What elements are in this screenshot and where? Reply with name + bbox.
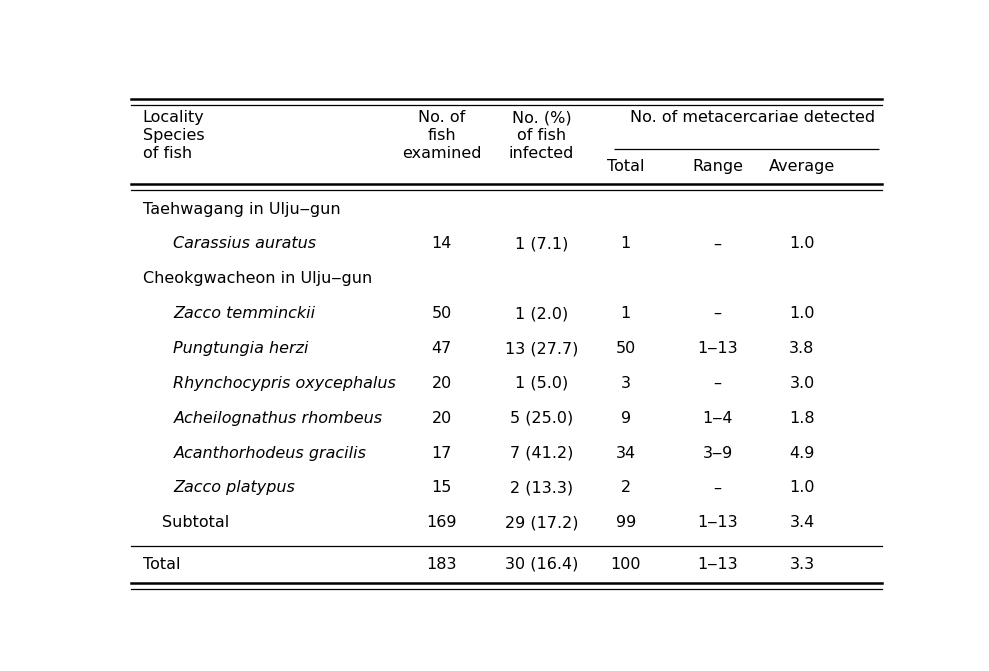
Text: infected: infected — [508, 146, 574, 162]
Text: 3: 3 — [621, 376, 631, 391]
Text: Acanthorhodeus gracilis: Acanthorhodeus gracilis — [173, 446, 367, 460]
Text: 9: 9 — [621, 411, 631, 426]
Text: 1‒13: 1‒13 — [697, 341, 738, 356]
Text: Acheilognathus rhombeus: Acheilognathus rhombeus — [173, 411, 383, 426]
Text: Taehwagang in Ulju‒gun: Taehwagang in Ulju‒gun — [142, 201, 340, 217]
Text: 20: 20 — [431, 411, 452, 426]
Text: 1 (2.0): 1 (2.0) — [514, 306, 568, 321]
Text: 1‒13: 1‒13 — [697, 515, 738, 530]
Text: No. of metacercariae detected: No. of metacercariae detected — [630, 110, 874, 125]
Text: 2: 2 — [621, 480, 631, 495]
Text: 1: 1 — [620, 236, 631, 252]
Text: Zacco platypus: Zacco platypus — [173, 480, 296, 495]
Text: 20: 20 — [431, 376, 452, 391]
Text: 7 (41.2): 7 (41.2) — [509, 446, 573, 460]
Text: Species: Species — [142, 128, 205, 144]
Text: 50: 50 — [431, 306, 452, 321]
Text: 1‒4: 1‒4 — [702, 411, 733, 426]
Text: No. (%): No. (%) — [511, 110, 572, 125]
Text: Zacco temminckii: Zacco temminckii — [173, 306, 315, 321]
Text: 3.0: 3.0 — [789, 376, 815, 391]
Text: 99: 99 — [615, 515, 636, 530]
Text: 1.0: 1.0 — [789, 480, 815, 495]
Text: –: – — [714, 306, 722, 321]
Text: 34: 34 — [615, 446, 636, 460]
Text: Total: Total — [142, 557, 180, 572]
Text: 3‒9: 3‒9 — [702, 446, 733, 460]
Text: 4.9: 4.9 — [789, 446, 815, 460]
Text: 100: 100 — [610, 557, 641, 572]
Text: 15: 15 — [431, 480, 452, 495]
Text: Subtotal: Subtotal — [162, 515, 229, 530]
Text: –: – — [714, 480, 722, 495]
Text: 3.8: 3.8 — [789, 341, 815, 356]
Text: 2 (13.3): 2 (13.3) — [509, 480, 573, 495]
Text: 1 (7.1): 1 (7.1) — [514, 236, 568, 252]
Text: 1.0: 1.0 — [789, 236, 815, 252]
Text: Rhynchocypris oxycephalus: Rhynchocypris oxycephalus — [173, 376, 397, 391]
Text: 17: 17 — [431, 446, 452, 460]
Text: Pungtungia herzi: Pungtungia herzi — [173, 341, 309, 356]
Text: Locality: Locality — [142, 110, 205, 125]
Text: 47: 47 — [431, 341, 452, 356]
Text: Total: Total — [607, 159, 645, 174]
Text: Range: Range — [692, 159, 743, 174]
Text: 14: 14 — [431, 236, 452, 252]
Text: 50: 50 — [615, 341, 636, 356]
Text: 13 (27.7): 13 (27.7) — [504, 341, 578, 356]
Text: 169: 169 — [426, 515, 457, 530]
Text: –: – — [714, 236, 722, 252]
Text: 1‒13: 1‒13 — [697, 557, 738, 572]
Text: 1: 1 — [620, 306, 631, 321]
Text: 183: 183 — [426, 557, 457, 572]
Text: Average: Average — [768, 159, 835, 174]
Text: 3.3: 3.3 — [789, 557, 815, 572]
Text: 1 (5.0): 1 (5.0) — [514, 376, 568, 391]
Text: of fish: of fish — [517, 128, 566, 144]
Text: 29 (17.2): 29 (17.2) — [504, 515, 579, 530]
Text: –: – — [714, 376, 722, 391]
Text: No. of: No. of — [418, 110, 466, 125]
Text: of fish: of fish — [142, 146, 192, 162]
Text: 3.4: 3.4 — [789, 515, 815, 530]
Text: 30 (16.4): 30 (16.4) — [504, 557, 578, 572]
Text: 5 (25.0): 5 (25.0) — [509, 411, 573, 426]
Text: fish: fish — [427, 128, 456, 144]
Text: Cheokgwacheon in Ulju‒gun: Cheokgwacheon in Ulju‒gun — [142, 271, 372, 287]
Text: Carassius auratus: Carassius auratus — [173, 236, 316, 252]
Text: 1.8: 1.8 — [789, 411, 815, 426]
Text: 1.0: 1.0 — [789, 306, 815, 321]
Text: examined: examined — [402, 146, 482, 162]
